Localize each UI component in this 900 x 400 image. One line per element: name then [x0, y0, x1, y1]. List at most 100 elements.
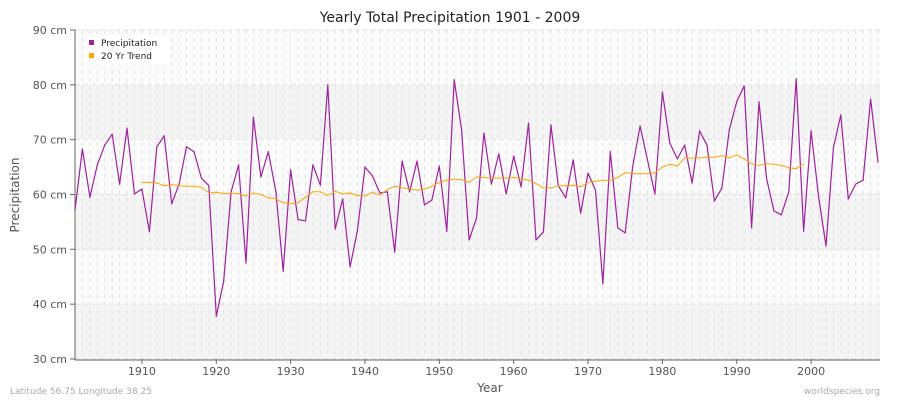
trend-point [290, 203, 292, 205]
trend-point [260, 193, 262, 196]
trend-point [654, 171, 656, 174]
precipitation-point [215, 315, 217, 317]
trend-point [483, 176, 485, 179]
trend-point [334, 190, 336, 192]
y-tick-label: 60 cm [33, 189, 67, 202]
precipitation-point [795, 78, 797, 80]
trend-point [520, 177, 522, 180]
precipitation-point [602, 283, 604, 285]
trend-point [453, 178, 455, 180]
trend-point [780, 164, 782, 167]
precipitation-point [565, 197, 567, 199]
x-tick-label: 1980 [648, 365, 676, 378]
precipitation-point [416, 160, 418, 162]
precipitation-point [691, 182, 693, 184]
precipitation-point [527, 122, 530, 124]
trend-point [438, 181, 440, 184]
precipitation-point [698, 130, 701, 132]
trend-point [632, 173, 634, 175]
precipitation-point [788, 191, 790, 193]
precipitation-point [304, 220, 307, 222]
footer-source: worldspecies.org [804, 387, 880, 397]
precipitation-point [267, 151, 269, 153]
precipitation-point [825, 245, 827, 247]
trend-point [676, 165, 678, 167]
precipitation-point [646, 159, 649, 161]
x-tick-label: 1920 [202, 365, 230, 378]
precipitation-point [676, 158, 678, 160]
precipitation-point [260, 176, 262, 178]
trend-point [602, 179, 604, 181]
y-tick-label: 90 cm [33, 24, 67, 37]
precipitation-point [669, 142, 671, 144]
trend-point [215, 191, 217, 193]
y-axis-label: Precipitation [8, 157, 22, 232]
trend-point [728, 157, 730, 159]
trend-point [312, 191, 314, 193]
chart-title: Yearly Total Precipitation 1901 - 2009 [319, 10, 581, 26]
precipitation-point [840, 114, 842, 116]
precipitation-point [498, 153, 500, 155]
trend-point [803, 163, 805, 165]
trend-point [788, 167, 790, 169]
precipitation-point [579, 212, 582, 214]
trend-point [416, 189, 418, 191]
legend: Precipitation 20 Yr Trend [83, 35, 171, 65]
trend-point [275, 198, 277, 200]
trend-point [408, 188, 411, 190]
precipitation-point [713, 200, 716, 202]
trend-point [349, 192, 351, 194]
trend-point [579, 186, 582, 188]
precipitation-point [111, 133, 113, 135]
precipitation-point [312, 164, 314, 166]
trend-point [565, 185, 567, 187]
trend-point [163, 185, 165, 187]
precipitation-point [163, 135, 165, 137]
precipitation-point [327, 84, 329, 86]
y-tick-label: 50 cm [33, 243, 67, 256]
trend-point [765, 163, 768, 165]
x-tick-label: 1940 [351, 365, 379, 378]
precipitation-point [765, 177, 768, 179]
precipitation-point [624, 232, 626, 234]
precipitation-point [632, 166, 634, 168]
trend-point [646, 173, 649, 175]
precipitation-point [319, 184, 321, 186]
precipitation-point [475, 217, 478, 219]
precipitation-point [148, 231, 150, 233]
trend-point [156, 182, 158, 184]
trend-point [490, 177, 492, 179]
trend-point [751, 163, 753, 165]
trend-point [394, 185, 396, 187]
trend-point [386, 188, 388, 191]
y-tick-label: 80 cm [33, 79, 67, 92]
x-tick-label: 1930 [277, 365, 305, 378]
precipitation-point [810, 130, 812, 132]
trend-point [431, 185, 433, 187]
precipitation-point [587, 172, 589, 174]
precipitation-point [334, 228, 336, 230]
trend-point [669, 163, 671, 165]
precipitation-point [490, 183, 492, 185]
trend-point [468, 181, 470, 184]
trend-point [342, 193, 344, 195]
trend-point [557, 185, 559, 187]
precipitation-point [356, 229, 359, 231]
trend-point [237, 192, 240, 195]
precipitation-point [126, 127, 128, 129]
trend-point [698, 157, 701, 159]
precipitation-point [572, 159, 574, 161]
precipitation-point [297, 219, 299, 221]
trend-point [282, 202, 284, 204]
precipitation-point [721, 187, 723, 189]
precipitation-point [141, 188, 143, 190]
precipitation-point [483, 132, 485, 134]
precipitation-point [513, 155, 515, 157]
trend-point [505, 177, 507, 179]
trend-point [594, 180, 597, 182]
trend-point [327, 194, 329, 197]
trend-point [379, 194, 381, 196]
precipitation-point [104, 144, 106, 146]
precipitation-point [431, 199, 433, 201]
precipitation-point [684, 144, 686, 146]
